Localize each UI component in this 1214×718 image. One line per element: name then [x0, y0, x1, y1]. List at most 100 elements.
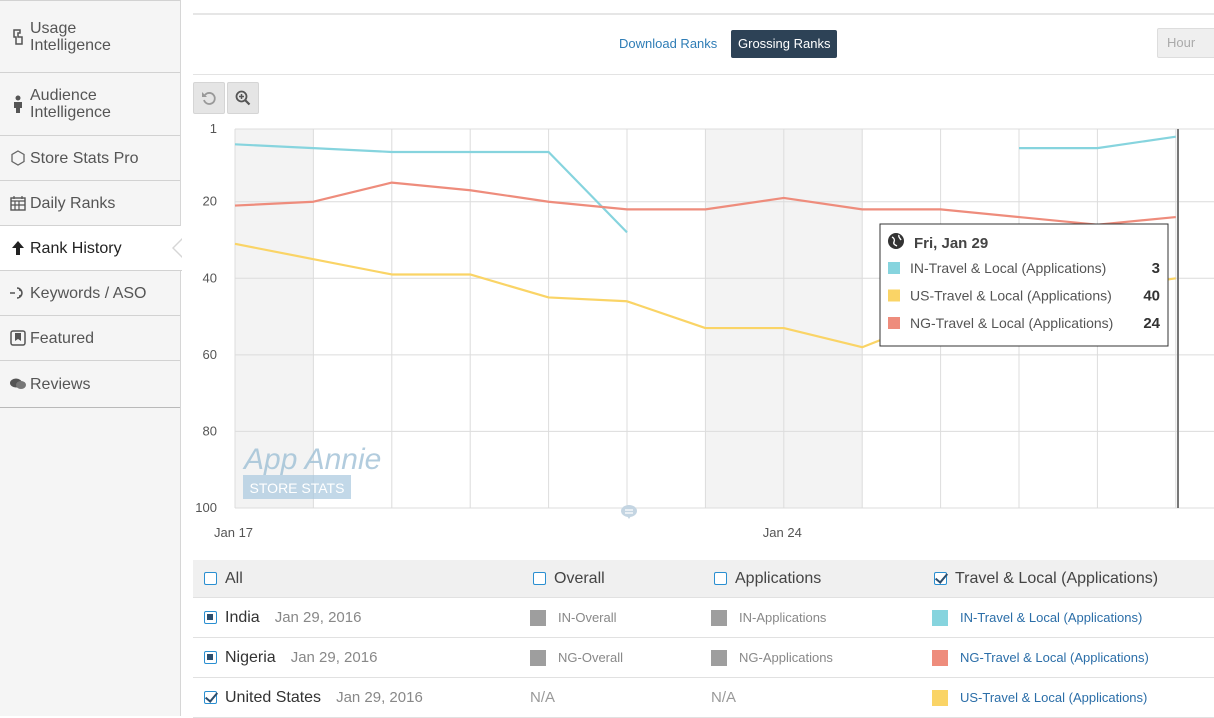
series-swatch — [932, 689, 948, 706]
watermark-band — [243, 475, 351, 499]
row-date: Jan 29, 2016 — [290, 649, 378, 666]
all-label: All — [225, 569, 243, 587]
sidebar-item-store-stats-pro[interactable]: Store Stats Pro — [0, 136, 180, 181]
country-checkbox-cell[interactable]: Nigeria Jan 29, 2016 — [204, 638, 377, 677]
comments-icon — [7, 377, 29, 391]
y-tick-label: 20 — [203, 194, 217, 209]
sidebar-item-rank-history[interactable]: Rank History — [0, 226, 183, 271]
zoom-button[interactable] — [227, 82, 259, 114]
series-line — [234, 181, 1176, 226]
series-swatch — [530, 609, 546, 626]
sidebar-item-audience-intelligence[interactable]: Audience Intelligence — [0, 73, 180, 136]
y-tick-label: 1 — [210, 121, 217, 136]
tooltip-series-label: NG-Travel & Local (Applications) — [910, 315, 1113, 331]
overall-label: Overall — [554, 569, 605, 587]
sidebar-item-label: Keywords / ASO — [30, 284, 147, 302]
sidebar-item-featured[interactable]: Featured — [0, 316, 180, 361]
tooltip-series-label: IN-Travel & Local (Applications) — [910, 260, 1106, 276]
tooltip-value: 3 — [1152, 260, 1160, 277]
series-label: IN-Overall — [558, 610, 617, 625]
series-label: US-Travel & Local (Applications) — [960, 690, 1148, 705]
undo-icon — [202, 92, 216, 105]
calendar-icon — [7, 195, 29, 211]
travel-series-cell[interactable]: US-Travel & Local (Applications) — [932, 678, 1147, 717]
fingerprint-icon — [7, 286, 29, 300]
divider — [193, 13, 1214, 15]
sidebar-item-label: Store Stats Pro — [30, 149, 139, 167]
watermark-title: App Annie — [242, 443, 381, 476]
overall-checkbox-cell[interactable]: Overall — [533, 560, 605, 597]
sidebar-item-label: Daily Ranks — [30, 194, 116, 212]
person-icon — [7, 95, 29, 113]
series-label: IN-Applications — [739, 610, 827, 625]
all-checkbox[interactable] — [204, 572, 217, 585]
series-label: IN-Travel & Local (Applications) — [960, 610, 1143, 625]
globe-icon — [888, 233, 904, 249]
tooltip-swatch — [888, 317, 900, 329]
y-tick-label: 60 — [203, 347, 217, 362]
table-row: India Jan 29, 2016 IN-Overall IN-Applica… — [193, 598, 1214, 638]
sidebar-item-reviews[interactable]: Reviews — [0, 361, 180, 408]
row-date: Jan 29, 2016 — [274, 609, 362, 626]
zoom-in-icon — [235, 90, 251, 106]
travel-checkbox[interactable] — [934, 572, 947, 585]
tooltip-swatch — [888, 262, 900, 274]
country-checkbox-cell[interactable]: India Jan 29, 2016 — [204, 598, 361, 637]
sidebar-item-keywords-aso[interactable]: Keywords / ASO — [0, 271, 180, 316]
reset-zoom-button[interactable] — [193, 82, 225, 114]
series-swatch — [932, 649, 948, 666]
series-line — [234, 143, 628, 234]
country-name: India — [225, 608, 260, 626]
series-swatch — [530, 649, 546, 666]
tooltip-swatch — [888, 289, 900, 302]
country-name: United States — [225, 688, 322, 706]
watermark-subtitle: STORE STATS — [250, 480, 345, 496]
sidebar-item-usage-intelligence[interactable]: Usage Intelligence — [0, 0, 180, 73]
tooltip-value: 24 — [1143, 315, 1160, 332]
bookmark-icon — [7, 330, 29, 346]
country-checkbox[interactable] — [204, 691, 217, 704]
series-label: NG-Applications — [739, 650, 833, 665]
weekend-band — [235, 129, 314, 508]
applications-label: Applications — [735, 569, 822, 587]
travel-checkbox-cell[interactable]: Travel & Local (Applications) — [934, 560, 1158, 597]
row-date: Jan 29, 2016 — [336, 689, 423, 706]
tooltip-series-label: US-Travel & Local (Applications) — [910, 288, 1112, 304]
overall-series-cell[interactable]: IN-Overall — [530, 598, 617, 637]
app-annie-watermark: App Annie STORE STATS — [242, 443, 381, 499]
applications-series-cell[interactable]: NG-Applications — [711, 638, 833, 677]
travel-label: Travel & Local (Applications) — [955, 569, 1159, 587]
country-checkbox[interactable] — [204, 611, 217, 624]
applications-series-cell[interactable]: IN-Applications — [711, 598, 826, 637]
arrow-up-icon — [7, 240, 29, 256]
country-checkbox[interactable] — [204, 651, 217, 664]
tooltip-date: Fri, Jan 29 — [914, 235, 988, 252]
travel-series-cell[interactable]: NG-Travel & Local (Applications) — [932, 638, 1149, 677]
travel-series-cell[interactable]: IN-Travel & Local (Applications) — [932, 598, 1142, 637]
download-ranks-link[interactable]: Download Ranks — [619, 36, 718, 51]
table-row: United States Jan 29, 2016 N/A N/A US-Tr… — [193, 678, 1214, 718]
overall-series-cell[interactable]: NG-Overall — [530, 638, 623, 677]
y-tick-label: 40 — [203, 270, 217, 285]
hour-button[interactable]: Hour — [1157, 28, 1214, 58]
grossing-ranks-button[interactable]: Grossing Ranks — [731, 30, 838, 58]
applications-series-cell: N/A — [711, 678, 736, 717]
sidebar-item-daily-ranks[interactable]: Daily Ranks — [0, 181, 180, 226]
sidebar: Usage Intelligence Audience Intelligence… — [0, 0, 183, 716]
series-table: All Overall Applications Travel & Local … — [193, 560, 1214, 718]
main-content: Download Ranks Grossing Ranks Hour 1 20 40… — [181, 0, 1214, 718]
chart-tooltip: Fri, Jan 29 IN-Travel & Local (Applicati… — [879, 223, 1169, 347]
table-header: All Overall Applications Travel & Local … — [193, 560, 1214, 598]
all-checkbox-cell[interactable]: All — [204, 560, 243, 597]
sidebar-item-label: Audience Intelligence — [30, 87, 111, 121]
country-name: Nigeria — [225, 648, 276, 666]
sidebar-item-label: Rank History — [30, 239, 122, 257]
applications-checkbox-cell[interactable]: Applications — [714, 560, 821, 597]
country-checkbox-cell[interactable]: United States Jan 29, 2016 — [204, 678, 423, 717]
annotation-icon[interactable] — [621, 505, 637, 519]
rank-history-chart[interactable]: 1 20 40 60 80 100 Jan 17 Jan 24 App Annie STOR… — [181, 118, 1214, 558]
applications-checkbox[interactable] — [714, 572, 727, 585]
overall-checkbox[interactable] — [533, 572, 546, 585]
usage-intelligence-icon — [7, 28, 29, 45]
y-tick-label: 80 — [203, 423, 217, 438]
